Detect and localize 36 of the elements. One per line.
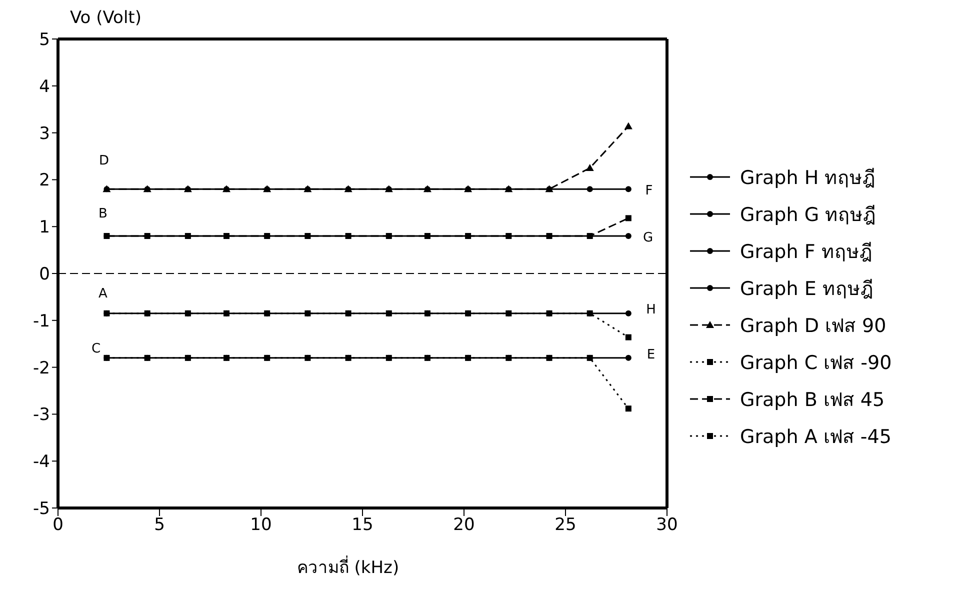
y-tick-label: -2	[33, 358, 50, 378]
y-tick-label: 4	[39, 76, 50, 97]
legend-label: Graph C เฟส -90	[740, 350, 892, 376]
annotation: E	[646, 348, 656, 363]
x-tick-label: 5	[154, 515, 165, 536]
y-tick-label: 3	[39, 124, 50, 144]
y-tick-label: -3	[33, 405, 50, 426]
annotation: D	[98, 154, 110, 169]
x-tick-label: 25	[554, 515, 576, 536]
annotation: F	[645, 184, 653, 199]
legend-label: Graph D เฟส 90	[740, 314, 886, 338]
y-tick-label: 0	[39, 264, 50, 285]
annotation: C	[91, 342, 101, 357]
y-tick-label: 2	[39, 170, 50, 191]
x-tick-label: 30	[656, 515, 678, 536]
legend-label: Graph G ทฤษฎี	[740, 202, 876, 228]
x-tick-label: 0	[52, 515, 64, 536]
annotation: H	[646, 302, 656, 318]
annotation: A	[98, 286, 108, 302]
legend-label: Graph E ทฤษฎี	[740, 276, 874, 302]
x-axis-title: ความถี่ (kHz)	[296, 554, 400, 580]
legend-label: Graph A เฟส -45	[740, 424, 892, 450]
legend-label: Graph B เฟส 45	[740, 388, 885, 412]
legend-label: Graph F ทฤษฎี	[740, 240, 872, 264]
y-tick-label: -5	[33, 499, 50, 520]
x-tick-label: 10	[250, 515, 272, 536]
y-axis-title: Vo (Volt)	[70, 8, 142, 28]
y-tick-label: -4	[33, 452, 50, 472]
y-tick-label: -1	[33, 311, 50, 332]
legend-label: Graph H ทฤษฎี	[740, 166, 876, 190]
y-tick-label: 5	[39, 30, 50, 50]
x-tick-label: 20	[453, 515, 475, 536]
x-tick-label: 15	[352, 515, 374, 536]
annotation: G	[642, 230, 654, 246]
y-tick-label: 1	[39, 218, 50, 238]
annotation: B	[98, 206, 108, 222]
